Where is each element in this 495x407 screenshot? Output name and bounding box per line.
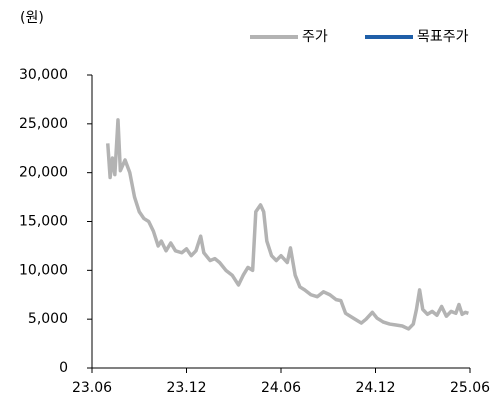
y-tick-label: 5,000 xyxy=(28,311,68,327)
price-line xyxy=(106,118,469,331)
y-tick-label: 10,000 xyxy=(19,262,68,278)
x-tick-label: 25.06 xyxy=(450,380,490,396)
x-tick-label: 24.12 xyxy=(355,380,395,396)
y-tick-label: 15,000 xyxy=(19,214,68,230)
x-tick-label: 23.06 xyxy=(72,380,112,396)
legend-label: 주가 xyxy=(302,29,328,45)
y-tick-label: 25,000 xyxy=(19,116,68,132)
y-tick-label: 30,000 xyxy=(19,67,68,83)
x-tick-label: 23.12 xyxy=(166,380,206,396)
y-tick-label: 0 xyxy=(59,360,68,376)
unit-label: (원) xyxy=(20,10,44,26)
x-tick-label: 24.06 xyxy=(261,380,301,396)
y-tick-label: 20,000 xyxy=(19,165,68,181)
legend-label: 목표주가 xyxy=(417,29,469,45)
